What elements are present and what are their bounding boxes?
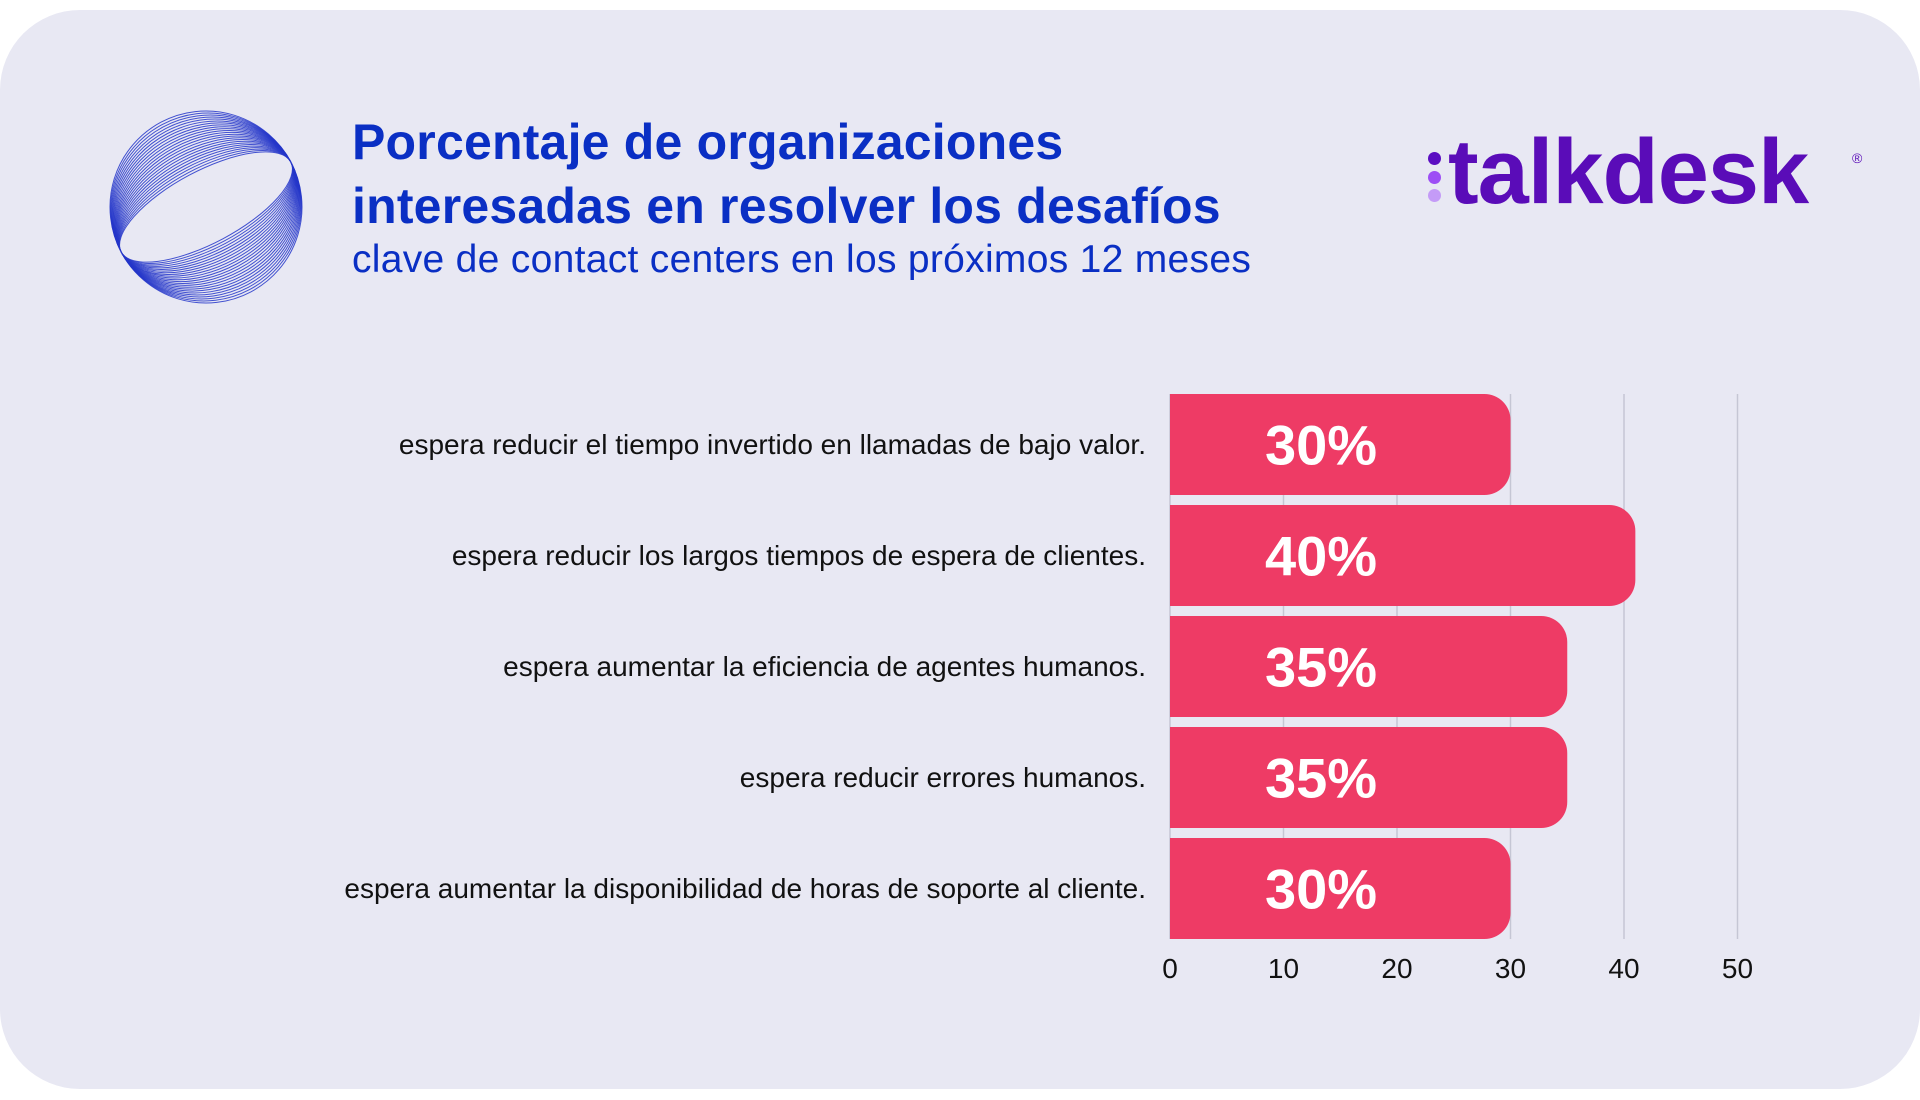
category-label: espera aumentar la disponibilidad de hor… [344, 873, 1146, 904]
category-label: espera reducir errores humanos. [739, 762, 1146, 793]
bar [1170, 394, 1511, 495]
logo-dot-2 [1428, 171, 1441, 184]
category-label: espera aumentar la eficiencia de agentes… [503, 651, 1146, 682]
talkdesk-logo: talkdesk ® [1424, 122, 1864, 222]
logo-dot-1 [1428, 152, 1441, 165]
orbit-rings-icon [109, 110, 303, 304]
logo-dot-3 [1428, 189, 1441, 202]
logo-wordmark: talkdesk [1448, 121, 1809, 223]
x-tick-label: 20 [1381, 953, 1412, 984]
bar-data-label: 40% [1265, 525, 1377, 588]
x-tick-label: 0 [1162, 953, 1178, 984]
page-title: Porcentaje de organizaciones interesadas… [352, 110, 1221, 238]
bar [1170, 505, 1636, 606]
bar [1170, 838, 1511, 939]
bar-data-label: 35% [1265, 747, 1377, 810]
bar-data-label: 30% [1265, 858, 1377, 921]
x-tick-label: 10 [1268, 953, 1299, 984]
x-tick-label: 40 [1608, 953, 1639, 984]
bar-data-label: 35% [1265, 636, 1377, 699]
category-label: espera reducir los largos tiempos de esp… [451, 540, 1146, 571]
category-label: espera reducir el tiempo invertido en ll… [398, 429, 1146, 460]
page-subtitle: clave de contact centers en los próximos… [352, 238, 1252, 281]
orbit-ring [119, 151, 293, 263]
title-line-1: Porcentaje de organizaciones [352, 114, 1064, 170]
bar [1170, 727, 1568, 828]
bar [1170, 616, 1568, 717]
title-line-2: interesadas en resolver los desafíos [352, 178, 1221, 234]
registered-mark: ® [1852, 150, 1863, 166]
bar-data-label: 30% [1265, 414, 1377, 477]
x-tick-label: 50 [1722, 953, 1753, 984]
x-tick-label: 30 [1495, 953, 1526, 984]
